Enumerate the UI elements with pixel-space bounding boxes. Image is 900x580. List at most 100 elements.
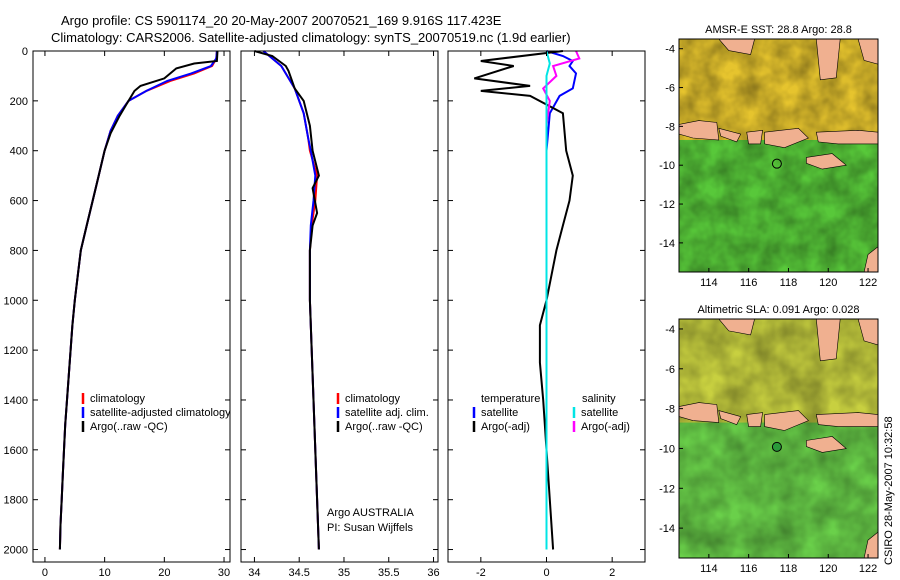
map-x-tick-label: 120 [819,563,837,575]
legend-argo-label: Argo(..raw -QC) [90,421,168,433]
y-tick-label-temperature: 0 [22,46,28,58]
legend-satellite-label: satellite-adjusted climatology [90,407,231,419]
plot-frame-salinity [240,50,439,563]
map-x-tick-label: 114 [700,563,718,575]
map-x-tick-label: 122 [859,277,877,289]
annotation-pi: PI: Susan Wijffels [327,522,413,534]
y-tick-label-temperature: 1600 [4,445,28,457]
annotation-program: Argo AUSTRALIA [327,507,414,519]
legend-sal-satellite-label: satellite adj. clim. [345,407,429,419]
land-sumba [806,436,847,453]
map-y-tick-label: -8 [665,404,675,416]
y-tick-label-temperature: 800 [10,245,28,257]
y-tick-label-temperature: 200 [10,96,28,108]
x-tick-label-temperature: 10 [99,567,111,579]
land-sulawesi-se [857,39,878,65]
legend-diff-sal-argo-label: Argo(-adj) [581,421,630,433]
legend-temperature: climatology satellite-adjusted climatolog… [81,393,231,433]
x-tick-label-difference: -2 [476,567,486,579]
land-java [679,402,720,423]
map-frame-sst-map [678,38,879,273]
series-line-temperature-0 [58,50,218,550]
land-sulawesi-se [857,319,878,346]
y-tick-label-temperature: 2000 [4,545,28,557]
map-y-tick-label: -4 [665,44,675,56]
land-java [679,120,720,141]
legend-sal-argo-label: Argo(..raw -QC) [345,421,423,433]
land-sumbawa [764,410,809,431]
series-line-salinity-2 [254,50,320,550]
land-australia [863,531,878,558]
legend-salinity: climatology satellite adj. clim. Argo(..ra… [327,393,429,534]
land-sulawesi [815,39,841,81]
y-tick-label-temperature: 1400 [4,395,28,407]
map-y-tick-label: -6 [665,83,675,95]
map-y-tick-label: -12 [659,483,675,495]
land-borneo [718,319,755,336]
x-tick-label-difference: 0 [543,567,549,579]
land-lombok [746,129,763,145]
x-tick-label-salinity: 35.5 [378,567,399,579]
series-line-temperature-2 [58,50,219,550]
x-tick-label-temperature: 20 [158,567,170,579]
legend-difference: temperature satellite Argo(-adj) salinity sa… [472,393,630,433]
map-sla-map: Altimetric SLA: 0.091 Argo: 0.028 114 116 1… [659,304,879,575]
map-y-tick-label: -12 [659,199,675,211]
series-line-difference-1 [473,50,574,550]
legend-diff-temp-argo-label: Argo(-adj) [481,421,530,433]
map-x-tick-label: 114 [700,277,718,289]
series-line-difference-3 [545,50,551,550]
legend-diff-temperature-heading: temperature [481,393,540,405]
x-tick-label-difference: 2 [609,567,615,579]
map-y-tick-label: -6 [665,364,675,376]
map-y-tick-label: -10 [659,443,675,455]
credit-timestamp: CSIRO 28-May-2007 10:32:58 [883,416,895,565]
map-x-tick-label: 118 [780,563,798,575]
plot-frame-temperature [32,50,231,563]
map-x-tick-label: 116 [740,563,758,575]
x-tick-label-temperature: 0 [42,567,48,579]
map-field-sst-map [679,39,878,272]
land-flores [815,412,878,427]
argo-location-marker [771,441,782,452]
map-sst-map: AMSR-E SST: 28.8 Argo: 28.8 114 116 118 120 1… [659,24,879,289]
legend-climatology-label: climatology [90,393,146,405]
y-tick-label-temperature: 600 [10,196,28,208]
legend-diff-salinity-heading: salinity [582,393,616,405]
x-tick-label-temperature: 30 [218,567,230,579]
panel-difference: -202difference from climatology [447,50,646,579]
map-title-sla-map: Altimetric SLA: 0.091 Argo: 0.028 [697,304,859,316]
land-bali [718,410,742,425]
y-tick-label-temperature: 400 [10,146,28,158]
x-tick-label-salinity: 34.5 [288,567,309,579]
legend-diff-sal-satellite-label: satellite [581,407,618,419]
x-tick-label-salinity: 34 [248,567,260,579]
x-tick-label-salinity: 35 [338,567,350,579]
land-flores [815,129,878,145]
legend-sal-climatology-label: climatology [345,393,401,405]
field-texture [679,319,878,558]
map-y-tick-label: -14 [659,238,675,250]
figure-title-line2: Climatology: CARS2006. Satellite-adjuste… [51,30,571,45]
argo-location-marker [771,158,782,169]
map-y-tick-label: -14 [659,523,675,535]
series-line-temperature-1 [58,50,218,550]
series-line-difference-0 [545,50,578,550]
y-tick-label-temperature: 1800 [4,495,28,507]
field-texture [679,39,878,272]
land-lombok [746,412,763,427]
map-title-sst-map: AMSR-E SST: 28.8 Argo: 28.8 [705,24,852,36]
map-frame-sla-map [678,318,879,559]
panel-temperature: 0 10 20 30 0 200 400 600 800 1000 1200 1400 1600 1800… [4,46,231,579]
land-sumbawa [764,127,809,149]
map-y-tick-label: -8 [665,121,675,133]
map-x-tick-label: 118 [780,277,798,289]
map-field-sla-map [679,319,878,558]
legend-diff-temp-satellite-label: satellite [481,407,518,419]
y-tick-label-temperature: 1200 [4,345,28,357]
land-borneo [718,39,755,55]
land-sumba [806,153,847,170]
map-x-tick-label: 122 [859,563,877,575]
